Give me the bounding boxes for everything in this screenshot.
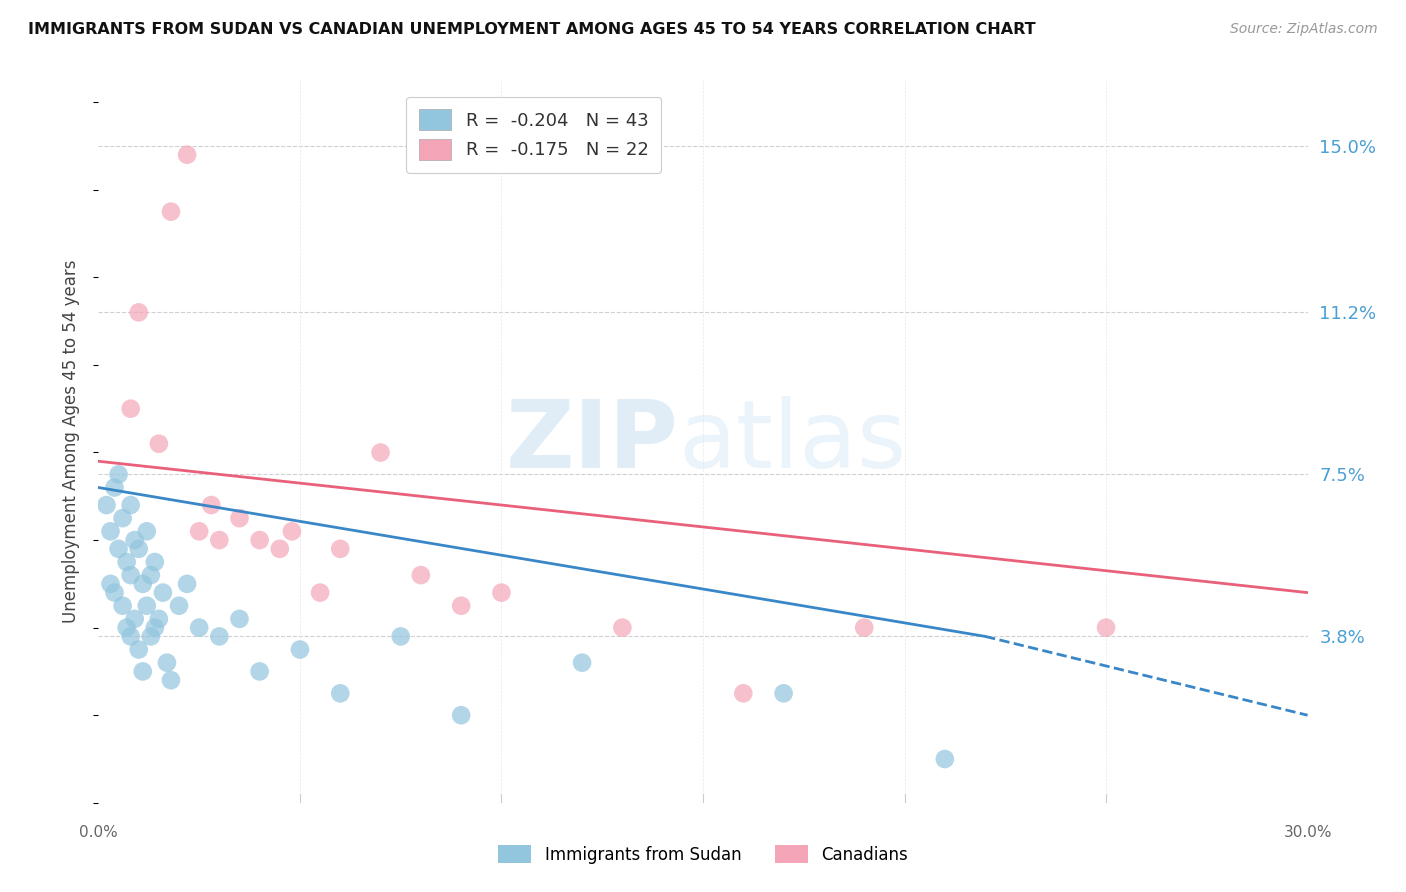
- Point: [269, 541, 291, 556]
- Point: [228, 612, 250, 626]
- Point: [571, 656, 593, 670]
- Point: [188, 524, 211, 539]
- Point: [934, 752, 956, 766]
- Point: [111, 599, 134, 613]
- Point: [124, 612, 146, 626]
- Point: [612, 621, 634, 635]
- Point: [853, 621, 876, 635]
- Point: [228, 511, 250, 525]
- Y-axis label: Unemployment Among Ages 45 to 54 years: Unemployment Among Ages 45 to 54 years: [62, 260, 80, 624]
- Point: [329, 686, 352, 700]
- Point: [135, 599, 157, 613]
- Point: [389, 629, 412, 643]
- Point: [1095, 621, 1118, 635]
- Point: [103, 585, 125, 599]
- Point: [249, 665, 271, 679]
- Point: [132, 577, 155, 591]
- Point: [96, 498, 118, 512]
- Point: [176, 577, 198, 591]
- Point: [100, 577, 122, 591]
- Point: [115, 621, 138, 635]
- Point: [733, 686, 755, 700]
- Point: [100, 524, 122, 539]
- Point: [124, 533, 146, 547]
- Point: [450, 599, 472, 613]
- Point: [409, 568, 432, 582]
- Point: [208, 533, 231, 547]
- Text: Source: ZipAtlas.com: Source: ZipAtlas.com: [1230, 22, 1378, 37]
- Point: [107, 541, 129, 556]
- Point: [132, 665, 155, 679]
- Point: [281, 524, 304, 539]
- Point: [128, 305, 150, 319]
- Point: [120, 568, 142, 582]
- Point: [128, 642, 150, 657]
- Point: [139, 568, 162, 582]
- Text: 0.0%: 0.0%: [79, 825, 118, 839]
- Point: [160, 673, 183, 688]
- Point: [156, 656, 179, 670]
- Point: [115, 555, 138, 569]
- Text: 30.0%: 30.0%: [1284, 825, 1331, 839]
- Point: [143, 555, 166, 569]
- Point: [107, 467, 129, 482]
- Point: [249, 533, 271, 547]
- Point: [370, 445, 392, 459]
- Point: [139, 629, 162, 643]
- Text: ZIP: ZIP: [506, 395, 679, 488]
- Point: [103, 481, 125, 495]
- Point: [152, 585, 174, 599]
- Point: [128, 541, 150, 556]
- Point: [176, 147, 198, 161]
- Point: [200, 498, 222, 512]
- Legend: R =  -0.204   N = 43, R =  -0.175   N = 22: R = -0.204 N = 43, R = -0.175 N = 22: [406, 96, 661, 172]
- Point: [120, 401, 142, 416]
- Legend: Immigrants from Sudan, Canadians: Immigrants from Sudan, Canadians: [491, 838, 915, 871]
- Point: [329, 541, 352, 556]
- Point: [188, 621, 211, 635]
- Point: [288, 642, 311, 657]
- Point: [135, 524, 157, 539]
- Point: [120, 498, 142, 512]
- Point: [208, 629, 231, 643]
- Text: IMMIGRANTS FROM SUDAN VS CANADIAN UNEMPLOYMENT AMONG AGES 45 TO 54 YEARS CORRELA: IMMIGRANTS FROM SUDAN VS CANADIAN UNEMPL…: [28, 22, 1036, 37]
- Point: [148, 436, 170, 450]
- Point: [772, 686, 794, 700]
- Point: [491, 585, 513, 599]
- Point: [160, 204, 183, 219]
- Point: [111, 511, 134, 525]
- Text: atlas: atlas: [679, 395, 907, 488]
- Point: [120, 629, 142, 643]
- Point: [450, 708, 472, 723]
- Point: [167, 599, 190, 613]
- Point: [143, 621, 166, 635]
- Point: [148, 612, 170, 626]
- Point: [309, 585, 332, 599]
